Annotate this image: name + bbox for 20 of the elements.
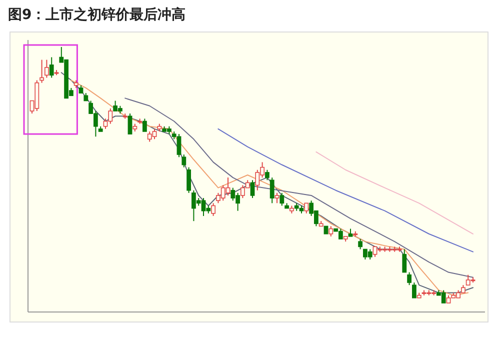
candlestick (142, 118, 147, 132)
candlestick (274, 192, 280, 204)
candlestick (412, 282, 416, 298)
candlestick (270, 177, 274, 204)
candlestick (182, 154, 186, 168)
chart-title: 图9：上市之初锌价最后冲高 (8, 6, 186, 23)
candlestick (280, 192, 284, 206)
candlestick (211, 202, 216, 216)
candlestick (328, 226, 334, 237)
candlestick (250, 180, 255, 199)
candlestick (44, 59, 49, 78)
candlestick (265, 169, 270, 181)
candlestick (40, 59, 44, 84)
candlestick (402, 248, 407, 273)
candlestick (358, 238, 362, 250)
candlestick (407, 272, 412, 286)
candlestick (128, 113, 132, 135)
candlestick (304, 202, 309, 214)
candlestick (49, 56, 54, 78)
candlestick (186, 166, 191, 194)
